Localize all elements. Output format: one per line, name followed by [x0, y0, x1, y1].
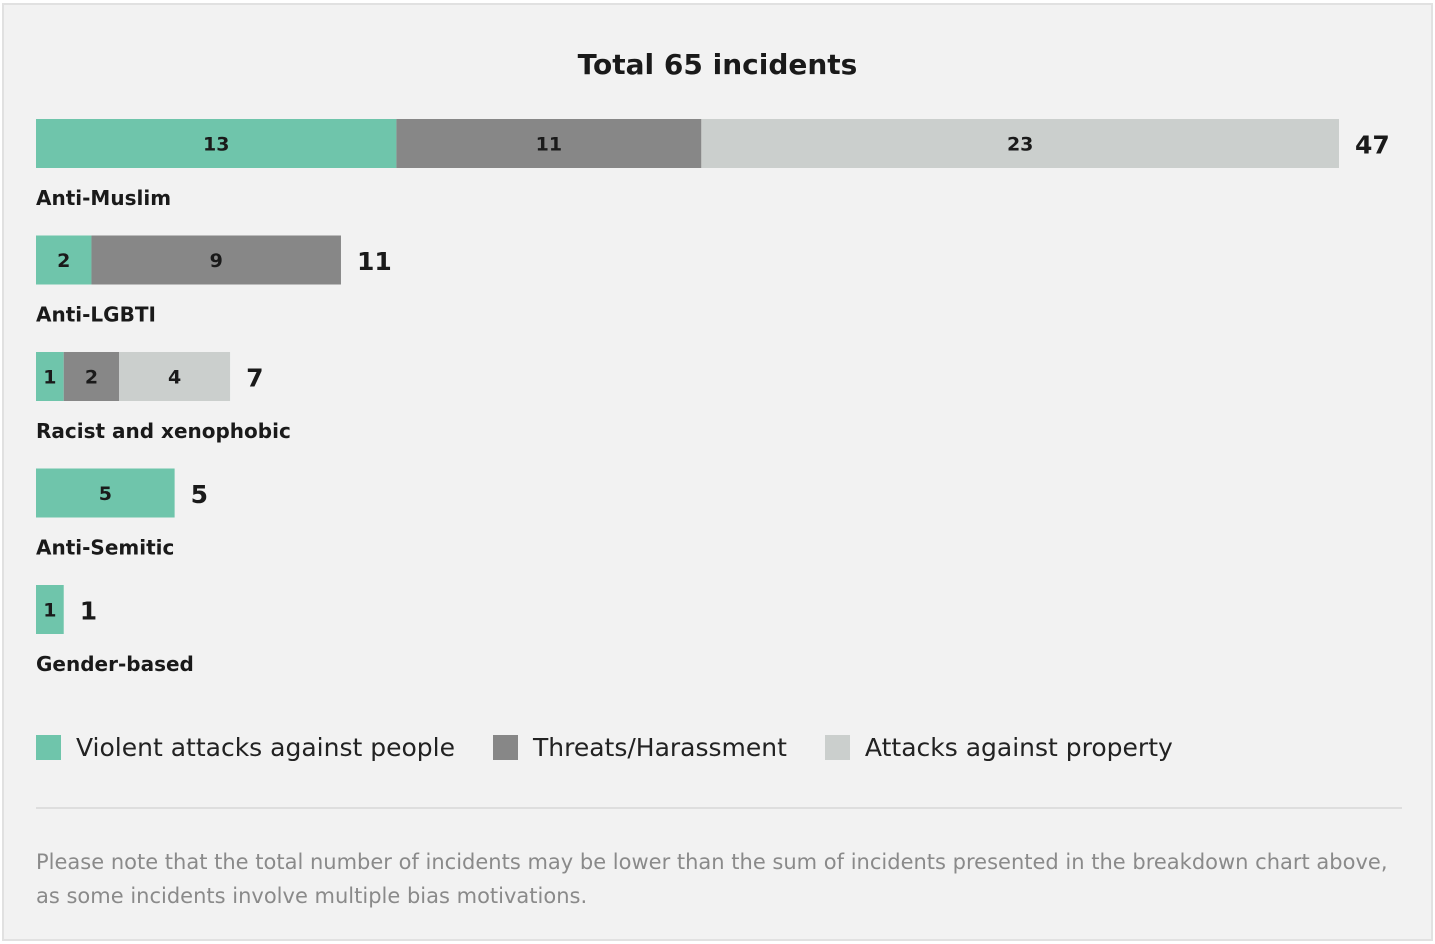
- category-label-gender-based: Gender-based: [36, 652, 194, 676]
- bar-anti-lgbti-threats-harassment[interactable]: [91, 235, 341, 285]
- bar-value-label-racist-and-xenophobic-violent-attacks-against-people: 1: [43, 367, 56, 389]
- total-label-anti-muslim: 47: [1355, 131, 1390, 160]
- bar-value-label-racist-and-xenophobic-threats-harassment: 2: [85, 367, 98, 389]
- legend-item-threats-harassment[interactable]: Threats/Harassment: [492, 733, 787, 762]
- bar-gender-based-violent-attacks-against-people[interactable]: [36, 585, 64, 634]
- total-label-gender-based: 1: [80, 597, 97, 626]
- legend-label-attacks-property: Attacks against property: [864, 733, 1173, 762]
- total-label-anti-lgbti: 11: [357, 247, 392, 276]
- bar-value-label-anti-lgbti-violent-attacks-against-people: 2: [57, 250, 70, 272]
- bar-racist-and-xenophobic-violent-attacks-against-people[interactable]: [36, 352, 64, 401]
- category-label-racist-and-xenophobic: Racist and xenophobic: [36, 419, 291, 443]
- total-label-anti-semitic: 5: [191, 480, 208, 509]
- bar-value-label-anti-muslim-threats-harassment: 11: [536, 134, 562, 156]
- category-label-anti-semitic: Anti-Semitic: [36, 536, 174, 560]
- total-label-racist-and-xenophobic: 7: [246, 364, 263, 393]
- bar-racist-and-xenophobic-threats-harassment[interactable]: [63, 352, 120, 401]
- chart-legend: Violent attacks against people Threats/H…: [36, 733, 1211, 762]
- bar-value-label-gender-based-violent-attacks-against-people: 1: [43, 600, 56, 622]
- bar-anti-lgbti-violent-attacks-against-people[interactable]: [36, 235, 92, 285]
- legend-item-attacks-property[interactable]: Attacks against property: [824, 733, 1173, 762]
- bar-anti-muslim-attacks-against-property[interactable]: [701, 119, 1339, 168]
- category-label-anti-lgbti: Anti-LGBTI: [36, 303, 156, 327]
- legend-item-violent-attacks[interactable]: Violent attacks against people: [36, 733, 455, 762]
- chart-title: Total 65 incidents: [577, 48, 858, 81]
- bar-anti-muslim-threats-harassment[interactable]: [396, 119, 702, 168]
- category-label-anti-muslim: Anti-Muslim: [36, 186, 171, 210]
- bar-racist-and-xenophobic-attacks-against-property[interactable]: [119, 352, 231, 401]
- legend-swatch-threats-harassment: [492, 735, 518, 760]
- bar-anti-semitic-violent-attacks-against-people[interactable]: [36, 468, 175, 518]
- legend-label-threats-harassment: Threats/Harassment: [532, 733, 787, 762]
- legend-swatch-attacks-property: [824, 735, 850, 760]
- bar-value-label-anti-lgbti-threats-harassment: 9: [210, 250, 223, 272]
- bar-value-label-anti-semitic-violent-attacks-against-people: 5: [99, 483, 112, 505]
- legend-label-violent-attacks: Violent attacks against people: [76, 733, 455, 762]
- footnote: Please note that the total number of inc…: [36, 850, 1388, 908]
- bar-value-label-anti-muslim-violent-attacks-against-people: 13: [203, 134, 229, 156]
- legend-swatch-violent-attacks: [36, 735, 61, 760]
- divider: [36, 807, 1402, 809]
- bar-value-label-anti-muslim-attacks-against-property: 23: [1007, 134, 1033, 156]
- bar-anti-muslim-violent-attacks-against-people[interactable]: [36, 119, 397, 168]
- bar-value-label-racist-and-xenophobic-attacks-against-property: 4: [168, 367, 181, 389]
